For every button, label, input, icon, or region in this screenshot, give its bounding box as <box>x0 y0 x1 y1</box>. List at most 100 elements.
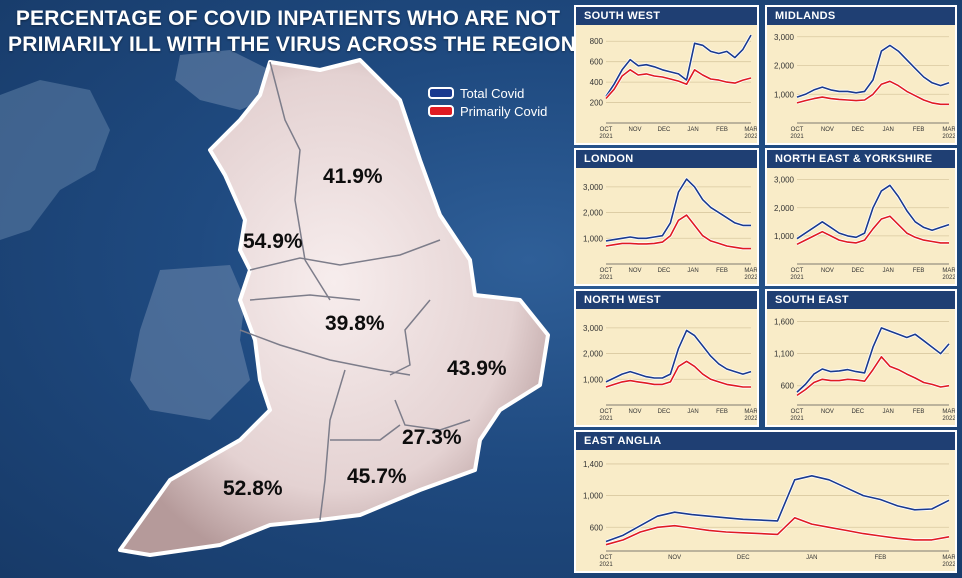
y-tick-label: 1,000 <box>583 234 604 243</box>
x-tick-year: 2022 <box>744 134 757 140</box>
x-tick-label: MAR <box>744 127 757 133</box>
series-line-total-covid <box>605 329 752 383</box>
y-tick-label: 1,000 <box>583 492 604 501</box>
chart-panel-midlands: MIDLANDS 1,000 2,000 3,000 OCT 2021 NOV DEC JAN F… <box>765 5 957 145</box>
region-label-north-east: 41.9% <box>323 165 383 188</box>
wales-silhouette <box>130 265 250 420</box>
x-tick-label: JAN <box>687 268 698 274</box>
x-tick-year: 2021 <box>790 416 804 422</box>
chart-panel-south-east: SOUTH EAST 600 1,100 1,600 OCT 2021 NOV DEC JAN F… <box>765 289 957 427</box>
x-tick-label: DEC <box>851 409 864 415</box>
chart-panel-east-anglia: EAST ANGLIA 600 1,000 1,400 OCT 2021 NOV DEC JAN… <box>574 430 957 573</box>
x-tick-label: DEC <box>851 268 864 274</box>
ireland-silhouette <box>0 80 110 240</box>
x-tick-label: FEB <box>875 555 887 561</box>
y-tick-label: 3,000 <box>774 176 795 185</box>
x-tick-label: MAR <box>942 555 955 561</box>
region-label-midlands: 39.8% <box>325 312 385 335</box>
legend-label-total: Total Covid <box>460 85 525 101</box>
region-borders <box>239 61 471 521</box>
x-tick-label: DEC <box>658 268 671 274</box>
chart-panel-north-west: NORTH WEST 1,000 2,000 3,000 OCT 2021 NOV DEC JA… <box>574 289 759 427</box>
x-tick-label: NOV <box>628 409 641 415</box>
legend-swatch-primarily <box>428 105 454 117</box>
y-tick-label: 3,000 <box>583 183 604 192</box>
title-line-2: PRIMARILY ILL WITH THE VIRUS ACROSS THE … <box>8 33 591 56</box>
x-tick-label: FEB <box>716 409 728 415</box>
series-halo-primarily-covid <box>605 359 751 389</box>
series-halo-total-covid <box>605 328 752 384</box>
x-tick-year: 2022 <box>942 275 955 281</box>
y-tick-label: 3,000 <box>774 33 795 42</box>
x-tick-label: OCT <box>600 409 613 415</box>
x-tick-label: JAN <box>687 127 698 133</box>
x-tick-label: OCT <box>600 555 613 561</box>
legend-item-total: Total Covid <box>428 84 547 102</box>
series-line-primarily-covid <box>605 68 752 100</box>
series-line-total-covid <box>605 474 950 543</box>
x-tick-label: NOV <box>821 127 834 133</box>
series-line-total-covid <box>605 34 752 97</box>
x-tick-label: FEB <box>913 127 925 133</box>
y-tick-label: 2,000 <box>583 350 604 359</box>
chart-title: NORTH EAST & YORKSHIRE <box>767 150 955 168</box>
x-tick-year: 2021 <box>599 416 613 422</box>
x-tick-label: OCT <box>600 268 613 274</box>
x-tick-label: MAR <box>744 409 757 415</box>
x-tick-year: 2021 <box>599 562 613 568</box>
y-tick-label: 600 <box>781 382 795 391</box>
series-line-total-covid <box>605 178 751 242</box>
x-tick-label: JAN <box>687 409 698 415</box>
x-tick-label: OCT <box>791 268 804 274</box>
x-tick-label: OCT <box>600 127 613 133</box>
series-line-primarily-covid <box>605 214 751 250</box>
chart-panel-south-west: SOUTH WEST 200 400 600 800 OCT 2021 NOV DEC JAN FE… <box>574 5 759 145</box>
y-tick-label: 2,000 <box>774 62 795 71</box>
chart-title: EAST ANGLIA <box>576 432 955 450</box>
chart-panel-north-east-and-yorkshire: NORTH EAST & YORKSHIRE 1,000 2,000 3,000 OCT… <box>765 148 957 286</box>
x-tick-year: 2022 <box>744 416 757 422</box>
x-tick-year: 2021 <box>599 134 613 140</box>
x-tick-label: DEC <box>658 409 671 415</box>
x-tick-label: JAN <box>883 409 894 415</box>
chart-title: LONDON <box>576 150 757 168</box>
y-tick-label: 800 <box>590 37 604 46</box>
x-tick-label: FEB <box>716 127 728 133</box>
series-halo-total-covid <box>796 43 950 99</box>
x-tick-label: MAR <box>942 127 955 133</box>
x-tick-label: JAN <box>806 555 817 561</box>
series-halo-total-covid <box>604 34 753 98</box>
y-tick-label: 1,000 <box>583 375 604 384</box>
x-tick-year: 2022 <box>942 134 955 140</box>
region-label-east-anglia: 43.9% <box>447 357 507 380</box>
chart-title: SOUTH EAST <box>767 291 955 309</box>
y-tick-label: 3,000 <box>583 324 604 333</box>
y-tick-label: 400 <box>590 78 604 87</box>
x-tick-label: MAR <box>942 409 955 415</box>
page-title: PERCENTAGE OF COVID INPATIENTS WHO ARE N… <box>8 6 591 58</box>
y-tick-label: 1,600 <box>774 317 795 326</box>
x-tick-label: DEC <box>658 127 671 133</box>
series-line-total-covid <box>796 184 950 240</box>
x-tick-label: NOV <box>821 268 834 274</box>
legend-label-primarily: Primarily Covid <box>460 103 548 119</box>
y-tick-label: 1,000 <box>774 90 795 99</box>
series-halo-primarily-covid <box>796 355 950 397</box>
x-tick-label: MAR <box>744 268 757 274</box>
x-tick-label: NOV <box>668 555 681 561</box>
y-tick-label: 600 <box>590 523 604 532</box>
series-line-primarily-covid <box>605 360 751 388</box>
x-tick-label: DEC <box>851 127 864 133</box>
x-tick-year: 2022 <box>942 416 955 422</box>
chart-panel-london: LONDON 1,000 2,000 3,000 OCT 2021 NOV DEC JAN FEB… <box>574 148 759 286</box>
scotland-silhouette <box>175 50 275 110</box>
y-tick-label: 2,000 <box>583 209 604 218</box>
